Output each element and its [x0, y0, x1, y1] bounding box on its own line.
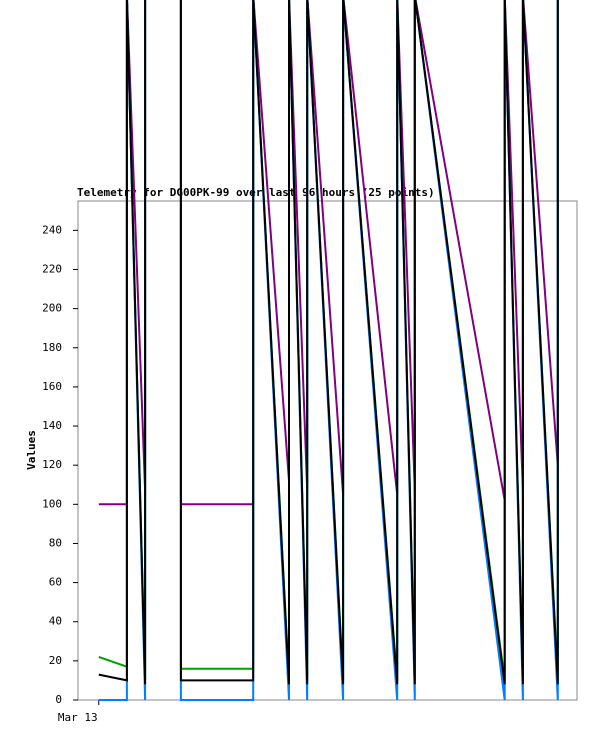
- y-tick-label: 180: [42, 341, 62, 354]
- y-tick-label: 60: [49, 576, 62, 589]
- y-tick-label: 220: [42, 262, 62, 275]
- y-tick-label: 120: [42, 458, 62, 471]
- x-tick-label: Mar 13: [58, 711, 98, 724]
- y-tick-label: 100: [42, 497, 62, 510]
- chart-title: Telemetry for DG00PK-99 over last 96 hou…: [77, 186, 435, 199]
- y-axis-label: Values: [25, 430, 38, 470]
- y-tick-label: 140: [42, 419, 62, 432]
- y-tick-label: 240: [42, 223, 62, 236]
- series-line: [98, 0, 559, 701]
- y-tick-label: 80: [49, 536, 62, 549]
- y-tick-label: 0: [55, 693, 62, 706]
- y-tick-label: 200: [42, 302, 62, 315]
- y-tick-label: 160: [42, 380, 62, 393]
- y-tick-label: 20: [49, 654, 62, 667]
- plot-frame: [77, 200, 578, 701]
- y-tick-label: 40: [49, 615, 62, 628]
